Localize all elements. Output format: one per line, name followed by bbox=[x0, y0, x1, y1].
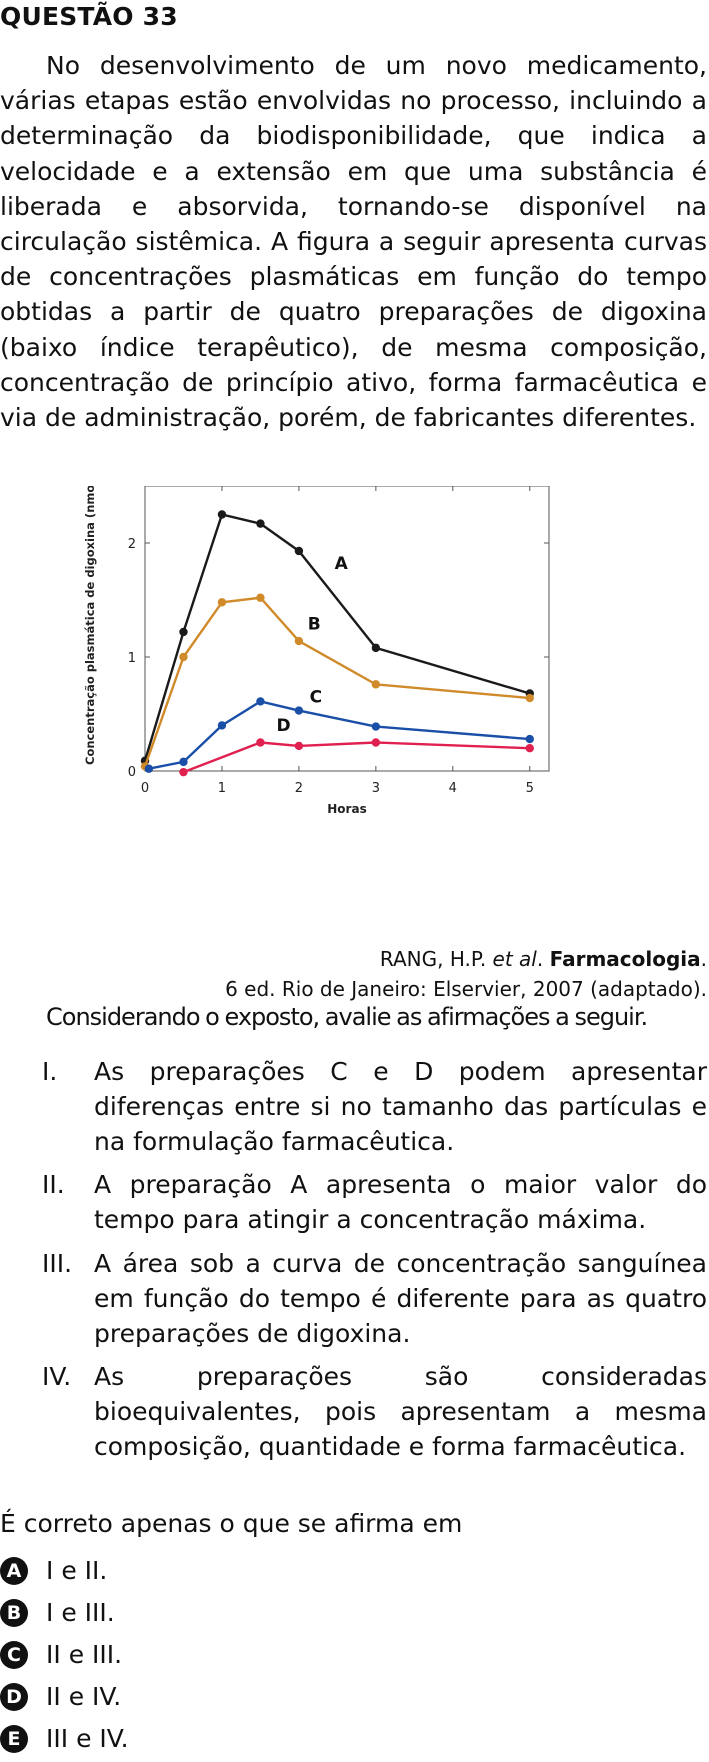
series-point-b bbox=[525, 693, 534, 703]
series-point-d bbox=[179, 767, 188, 777]
series-point-a bbox=[217, 510, 227, 519]
x-axis-label: Horas bbox=[327, 802, 366, 816]
source-etal: et al bbox=[492, 947, 537, 971]
x-tick-label: 1 bbox=[218, 781, 226, 796]
y-tick-label: 1 bbox=[128, 651, 136, 666]
option-letter-badge: D bbox=[0, 1683, 28, 1711]
series-point-c bbox=[217, 721, 227, 730]
source-book: Farmacologia bbox=[549, 947, 701, 971]
option-letter-badge: B bbox=[0, 1599, 28, 1627]
series-point-c bbox=[144, 764, 154, 773]
series-label-a: A bbox=[335, 554, 349, 574]
option-text: I e II. bbox=[46, 1556, 108, 1585]
source-end: . bbox=[700, 947, 707, 971]
plot-frame bbox=[144, 486, 550, 772]
concentration-time-chart: 0 1 2 3 4 5 0 1 2 Horas Concentração plasmática de… bbox=[83, 486, 550, 816]
series-point-a bbox=[294, 546, 304, 556]
option-a[interactable]: A I e II. bbox=[0, 1553, 300, 1587]
option-d[interactable]: D II e IV. bbox=[0, 1679, 300, 1713]
statement-text: A área sob a curva de concentração sangu… bbox=[94, 1249, 707, 1348]
series-point-d bbox=[256, 738, 265, 747]
series-point-c bbox=[371, 722, 381, 731]
series-point-c bbox=[294, 706, 304, 715]
option-text: III e IV. bbox=[46, 1724, 129, 1753]
source-line-2: 6 ed. Rio de Janeiro: Elservier, 2007 (a… bbox=[225, 977, 707, 1001]
question-prompt: É correto apenas o que se afirma em bbox=[0, 1509, 463, 1538]
series-line-d bbox=[183, 741, 530, 774]
x-tick-label: 0 bbox=[141, 781, 149, 796]
series-point-d bbox=[294, 741, 304, 751]
series-point-d bbox=[371, 738, 381, 747]
option-e[interactable]: E III e IV. bbox=[0, 1721, 300, 1755]
series-line-c bbox=[148, 700, 530, 770]
series-line-b bbox=[143, 596, 530, 767]
option-letter-badge: C bbox=[0, 1641, 28, 1669]
series-label-d: D bbox=[276, 716, 290, 736]
series-point-d bbox=[525, 744, 534, 753]
y-axis-label: Concentração plasmática de digoxina (nmo… bbox=[83, 486, 97, 765]
chart-series bbox=[140, 510, 534, 777]
series-point-b bbox=[179, 652, 188, 662]
chart-labels: A B CD bbox=[276, 554, 348, 736]
source-line-1: RANG, H.P. et al. Farmacologia. bbox=[225, 944, 707, 974]
figure-source: RANG, H.P. et al. Farmacologia. 6 ed. Ri… bbox=[225, 944, 707, 1004]
source-authors: RANG, H.P. bbox=[379, 947, 493, 971]
question-title: QUESTÃO 33 bbox=[0, 2, 178, 31]
series-point-c bbox=[256, 697, 265, 706]
series-point-a bbox=[371, 643, 381, 653]
option-b[interactable]: B I e III. bbox=[0, 1595, 300, 1629]
option-text: II e IV. bbox=[46, 1682, 122, 1711]
statement-text: As preparações são consideradas bioequiv… bbox=[94, 1362, 707, 1461]
statement-number: III. bbox=[42, 1249, 73, 1278]
y-tick-label: 2 bbox=[128, 537, 136, 552]
option-text: II e III. bbox=[46, 1640, 123, 1669]
series-point-a bbox=[256, 519, 265, 528]
statement-number: I. bbox=[42, 1057, 58, 1086]
x-tick-label: 4 bbox=[449, 781, 457, 796]
statement-text: A preparação A apresenta o maior valor d… bbox=[94, 1170, 707, 1234]
option-c[interactable]: C II e III. bbox=[0, 1637, 300, 1671]
x-tick-label: 5 bbox=[526, 781, 534, 796]
option-text: I e III. bbox=[46, 1598, 115, 1627]
series-point-c bbox=[179, 757, 188, 767]
series-point-c bbox=[525, 734, 534, 744]
option-letter-badge: A bbox=[0, 1557, 28, 1585]
statement-text: As preparações C e D podem apresentar di… bbox=[94, 1057, 707, 1156]
question-intro: No desenvolvimento de um novo medicament… bbox=[0, 51, 707, 433]
chart-axes: 0 1 2 3 4 5 0 1 2 Horas Concentração plasmática de… bbox=[83, 486, 550, 816]
series-point-b bbox=[217, 598, 227, 607]
series-point-a bbox=[179, 627, 188, 637]
series-point-b bbox=[294, 636, 304, 646]
y-tick-label: 0 bbox=[128, 765, 136, 780]
series-label-b: B bbox=[308, 615, 321, 635]
series-label-c: C bbox=[310, 688, 322, 708]
series-point-b bbox=[371, 680, 381, 689]
x-tick-label: 2 bbox=[295, 781, 303, 796]
option-letter-badge: E bbox=[0, 1725, 28, 1753]
statement-number: II. bbox=[42, 1170, 65, 1199]
source-dot: . bbox=[536, 947, 550, 971]
x-tick-label: 3 bbox=[372, 781, 380, 796]
series-point-b bbox=[256, 593, 265, 602]
statement-number: IV. bbox=[42, 1362, 72, 1391]
statements-prompt: Considerando o exposto, avalie as afirma… bbox=[46, 1003, 648, 1031]
series-line-a bbox=[143, 513, 531, 762]
